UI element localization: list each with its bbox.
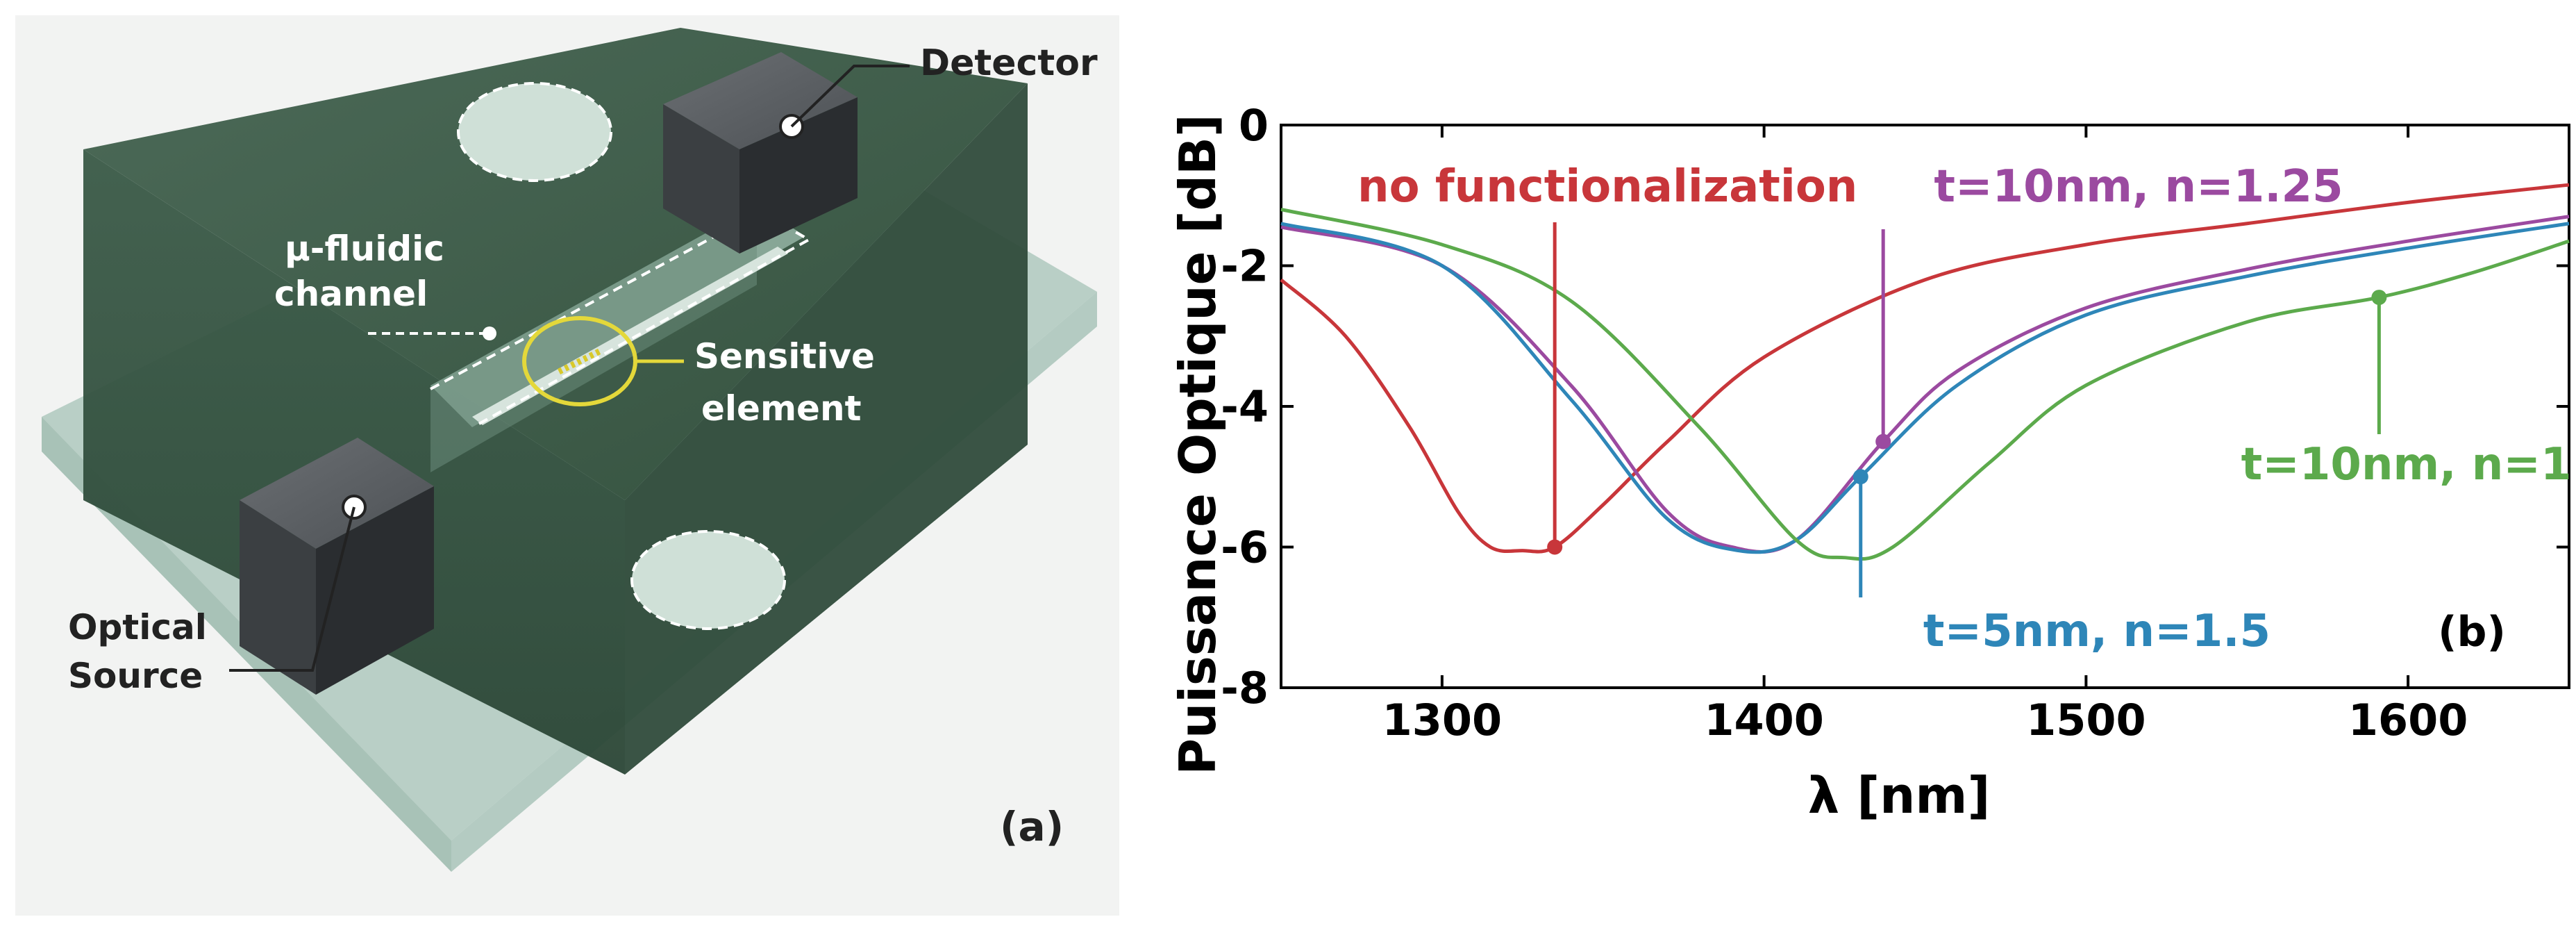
y-axis-label: Puissance Optique [dB] xyxy=(1169,114,1227,775)
y-tick-label: -4 xyxy=(1221,381,1269,432)
panel-a-device-illustration: Detector μ-fluidic channel Sensitive ele… xyxy=(0,0,1139,923)
series-label-2: t=10nm, n=1.25 xyxy=(1934,161,2343,213)
x-tick-label: 1500 xyxy=(2026,695,2146,745)
waveguide xyxy=(472,247,788,425)
series-line-4 xyxy=(1280,208,2570,561)
x-tick-label: 1300 xyxy=(1382,695,1503,745)
reservoir-bottom xyxy=(630,530,786,630)
x-tick-label: 1600 xyxy=(2348,695,2468,745)
sensitive-label-line2: element xyxy=(701,388,861,429)
channel-label-line2: channel xyxy=(274,274,428,314)
detector-label: Detector xyxy=(920,42,1098,84)
device-illustration: Detector μ-fluidic channel Sensitive ele… xyxy=(15,15,1119,916)
series-label-3: t=5nm, n=1.5 xyxy=(1923,606,2270,657)
series-label-1: no functionalization xyxy=(1357,161,1857,213)
panel-b-tag: (b) xyxy=(2438,608,2506,656)
y-tick-label: -2 xyxy=(1221,241,1269,292)
series-lines xyxy=(1280,183,2570,561)
x-axis-label: λ [nm] xyxy=(1808,766,1991,825)
series-annotations: no functionalization t=10nm, n=1.25 t=5nm,… xyxy=(1357,161,2576,657)
spectrum-chart: 1300 1400 1500 1600 0 -2 -4 -6 -8 no functionali… xyxy=(1169,100,2576,825)
y-tick-label: -8 xyxy=(1221,663,1269,713)
panel-a-tag: (a) xyxy=(1000,803,1064,850)
source-label-line2: Source xyxy=(68,656,203,696)
panel-b-chart: 1300 1400 1500 1600 0 -2 -4 -6 -8 no functionali… xyxy=(1139,0,2576,923)
series-label-4: t=10nm, n=1.5 xyxy=(2241,439,2576,490)
axis-ticks: 1300 1400 1500 1600 0 -2 -4 -6 -8 xyxy=(1221,100,2569,745)
series-line-2 xyxy=(1280,215,2570,554)
x-tick-label: 1400 xyxy=(1704,695,1824,745)
series-line-3 xyxy=(1280,222,2570,554)
y-tick-label: 0 xyxy=(1239,100,1269,151)
series-line-1 xyxy=(1280,183,2570,554)
sensitive-grating xyxy=(557,347,603,375)
channel-label-line1: μ-fluidic xyxy=(285,229,444,269)
sensitive-label-line1: Sensitive xyxy=(694,336,875,377)
y-tick-label: -6 xyxy=(1221,522,1269,573)
optical-source-cube xyxy=(240,438,434,549)
source-label-line1: Optical xyxy=(68,607,207,647)
detector-cube xyxy=(663,52,858,149)
reservoir-top xyxy=(457,82,612,182)
